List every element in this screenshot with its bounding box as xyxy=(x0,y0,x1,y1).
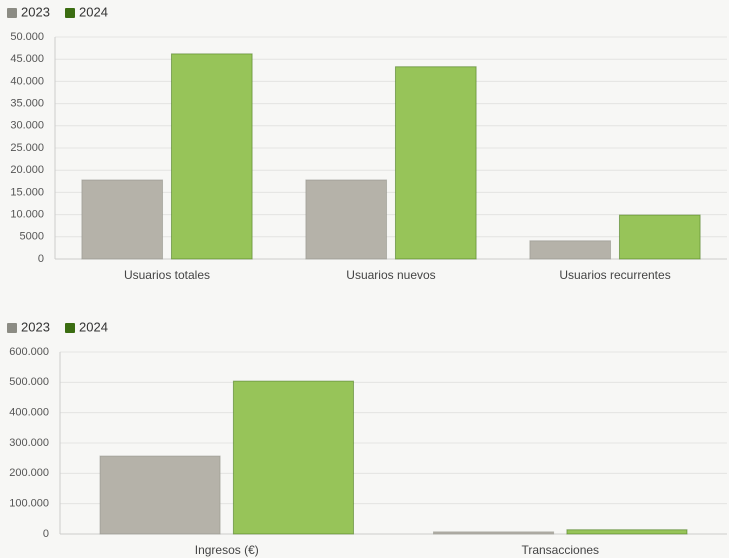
y-tick-label: 0 xyxy=(43,528,49,540)
bar xyxy=(232,380,354,535)
legend-swatch xyxy=(65,8,75,18)
bar xyxy=(305,179,388,260)
y-tick-label: 100.000 xyxy=(9,498,49,510)
y-tick-label: 500.000 xyxy=(9,376,49,388)
y-tick-label: 25.000 xyxy=(10,142,44,154)
legend-swatch xyxy=(65,323,75,333)
bar xyxy=(81,179,164,260)
x-tick-label: Usuarios nuevos xyxy=(346,268,435,282)
bar xyxy=(170,53,253,260)
x-tick-label: Usuarios totales xyxy=(124,268,210,282)
legend-label: 2023 xyxy=(21,4,50,19)
bar xyxy=(99,455,221,535)
legend-swatch xyxy=(7,8,17,18)
y-tick-label: 30.000 xyxy=(10,120,44,132)
x-tick-label: Ingresos (€) xyxy=(195,543,259,557)
y-tick-label: 15.000 xyxy=(10,186,44,198)
y-tick-label: 35.000 xyxy=(10,98,44,110)
y-tick-label: 10.000 xyxy=(10,209,44,221)
bar xyxy=(394,66,477,260)
legend-label: 2024 xyxy=(79,4,108,19)
bar xyxy=(433,531,555,535)
y-tick-label: 300.000 xyxy=(9,437,49,449)
y-tick-label: 50.000 xyxy=(10,31,44,43)
y-tick-label: 40.000 xyxy=(10,75,44,87)
y-tick-label: 45.000 xyxy=(10,53,44,65)
x-tick-label: Transacciones xyxy=(521,543,599,557)
y-tick-label: 20.000 xyxy=(10,164,44,176)
bar xyxy=(618,214,701,260)
y-tick-label: 600.000 xyxy=(9,346,49,358)
y-tick-label: 200.000 xyxy=(9,467,49,479)
y-tick-label: 0 xyxy=(38,253,44,265)
legend-label: 2024 xyxy=(79,319,108,334)
legend-swatch xyxy=(7,323,17,333)
bar xyxy=(566,529,688,535)
y-tick-label: 400.000 xyxy=(9,407,49,419)
y-tick-label: 5000 xyxy=(20,231,44,243)
legend-label: 2023 xyxy=(21,319,50,334)
x-tick-label: Usuarios recurrentes xyxy=(559,268,670,282)
bar xyxy=(529,240,612,260)
